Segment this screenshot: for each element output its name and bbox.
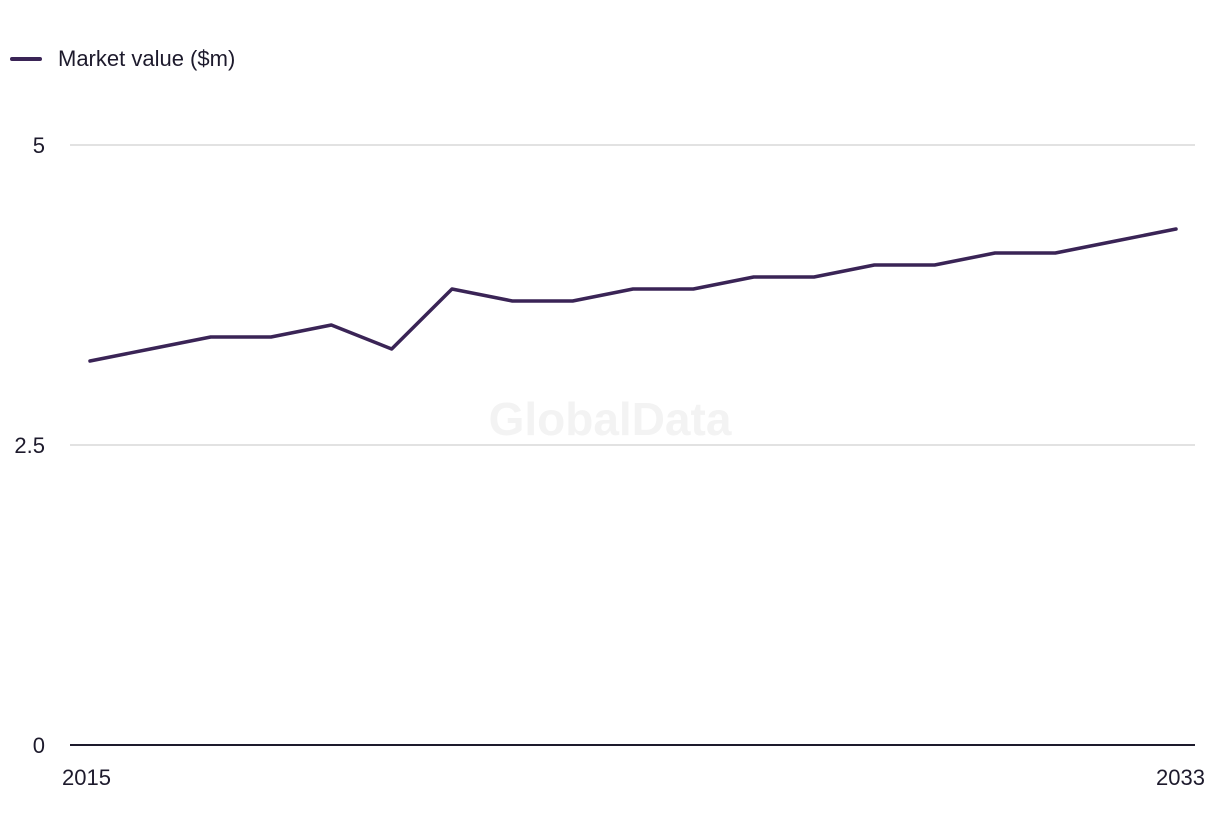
x-axis-labels: 2015 2033 <box>62 765 1205 790</box>
x-tick-label: 2033 <box>1156 765 1205 790</box>
series-lines <box>88 227 1178 363</box>
y-tick-label: 5 <box>33 133 45 158</box>
legend-label: Market value ($m) <box>58 46 236 71</box>
x-tick-label: 2015 <box>62 765 111 790</box>
chart-legend: Market value ($m) <box>10 46 235 72</box>
y-axis-labels: 02.55 <box>14 133 45 758</box>
y-tick-label: 0 <box>33 733 45 758</box>
watermark-text: GlobalData <box>489 393 732 445</box>
grid-lines <box>70 144 1195 446</box>
legend-swatch <box>10 57 42 61</box>
y-tick-label: 2.5 <box>14 433 45 458</box>
series-line-market-value <box>88 227 1178 363</box>
